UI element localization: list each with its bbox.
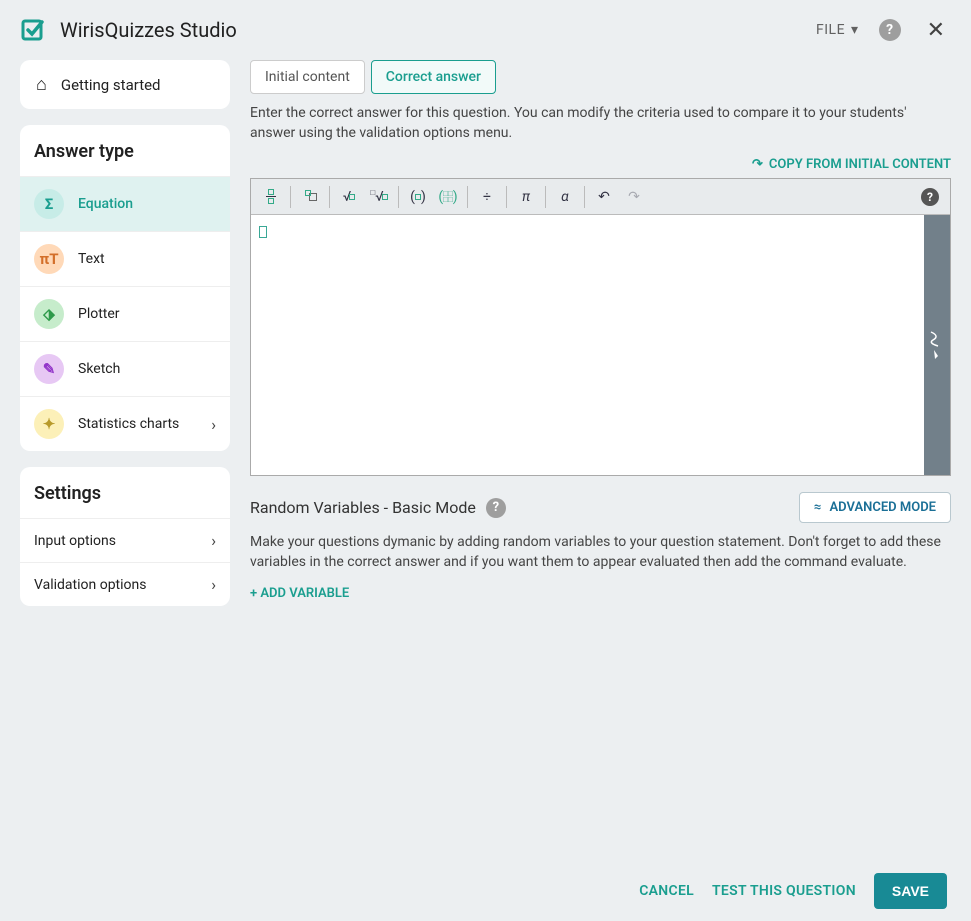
- add-variable-button[interactable]: + ADD VARIABLE: [250, 586, 951, 601]
- tab-description: Enter the correct answer for this questi…: [250, 104, 951, 143]
- getting-started-label: Getting started: [61, 76, 161, 94]
- type-label: Text: [78, 251, 105, 267]
- settings-validation-options[interactable]: Validation options ›: [20, 562, 230, 606]
- tab-initial-content[interactable]: Initial content: [250, 60, 365, 94]
- handwriting-panel-toggle[interactable]: [924, 215, 950, 475]
- answer-type-heading: Answer type: [20, 125, 230, 176]
- division-icon[interactable]: ÷: [473, 184, 501, 210]
- alpha-icon[interactable]: α: [551, 184, 579, 210]
- getting-started-link[interactable]: ⌂ Getting started: [20, 60, 230, 109]
- advanced-mode-button[interactable]: ≈ ADVANCED MODE: [799, 492, 951, 523]
- answer-type-text[interactable]: πT Text: [20, 231, 230, 286]
- settings-label: Validation options: [34, 577, 146, 593]
- app-logo: [20, 16, 48, 44]
- settings-heading: Settings: [20, 467, 230, 518]
- type-icon: πT: [34, 244, 64, 274]
- editor-toolbar: √ □√ () (□□□□) ÷ π α ↶ ↷ ?: [251, 179, 950, 215]
- copy-link-label: COPY FROM INITIAL CONTENT: [769, 157, 951, 172]
- type-icon: ✎: [34, 354, 64, 384]
- type-label: Sketch: [78, 361, 120, 377]
- redo-arrow-icon: ↷: [752, 157, 763, 172]
- tab-correct-answer[interactable]: Correct answer: [371, 60, 496, 94]
- chevron-right-icon: ›: [211, 531, 216, 550]
- editor-canvas[interactable]: [251, 215, 924, 475]
- undo-icon[interactable]: ↶: [590, 184, 618, 210]
- nth-root-icon[interactable]: □√: [365, 184, 393, 210]
- type-label: Plotter: [78, 306, 120, 322]
- chevron-right-icon: ›: [211, 575, 216, 594]
- type-icon: Σ: [34, 189, 64, 219]
- type-label: Equation: [78, 196, 133, 212]
- editor-help-icon[interactable]: ?: [916, 184, 944, 210]
- home-icon: ⌂: [36, 74, 47, 95]
- fraction-icon[interactable]: [257, 184, 285, 210]
- advanced-mode-label: ADVANCED MODE: [829, 500, 936, 515]
- answer-type-statistics-charts[interactable]: ✦ Statistics charts ›: [20, 396, 230, 451]
- settings-input-options[interactable]: Input options ›: [20, 518, 230, 562]
- advanced-mode-icon: ≈: [814, 500, 821, 515]
- redo-icon[interactable]: ↷: [620, 184, 648, 210]
- file-menu[interactable]: FILE ▾: [816, 22, 859, 38]
- superscript-icon[interactable]: [296, 184, 324, 210]
- copy-from-initial-link[interactable]: ↷ COPY FROM INITIAL CONTENT: [250, 157, 951, 172]
- answer-type-sketch[interactable]: ✎ Sketch: [20, 341, 230, 396]
- chevron-down-icon: ▾: [851, 22, 859, 38]
- type-icon: ✦: [34, 409, 64, 439]
- test-question-button[interactable]: TEST THIS QUESTION: [712, 883, 856, 899]
- answer-type-equation[interactable]: Σ Equation: [20, 176, 230, 231]
- random-vars-title: Random Variables - Basic Mode: [250, 498, 476, 517]
- settings-label: Input options: [34, 533, 116, 549]
- answer-type-plotter[interactable]: ⬗ Plotter: [20, 286, 230, 341]
- type-icon: ⬗: [34, 299, 64, 329]
- type-label: Statistics charts: [78, 416, 179, 432]
- help-icon[interactable]: ?: [879, 19, 901, 41]
- editor-placeholder: [259, 226, 267, 238]
- app-title: WirisQuizzes Studio: [60, 18, 816, 42]
- random-vars-help-icon[interactable]: ?: [486, 498, 506, 518]
- matrix-icon[interactable]: (□□□□): [434, 184, 462, 210]
- sqrt-icon[interactable]: √: [335, 184, 363, 210]
- equation-editor: √ □√ () (□□□□) ÷ π α ↶ ↷ ?: [250, 178, 951, 476]
- cancel-button[interactable]: CANCEL: [639, 883, 694, 899]
- chevron-right-icon: ›: [211, 415, 216, 434]
- parentheses-icon[interactable]: (): [404, 184, 432, 210]
- random-vars-description: Make your questions dymanic by adding ra…: [250, 533, 951, 572]
- file-menu-label: FILE: [816, 22, 845, 38]
- pi-icon[interactable]: π: [512, 184, 540, 210]
- close-icon[interactable]: ✕: [921, 18, 951, 43]
- save-button[interactable]: SAVE: [874, 873, 947, 909]
